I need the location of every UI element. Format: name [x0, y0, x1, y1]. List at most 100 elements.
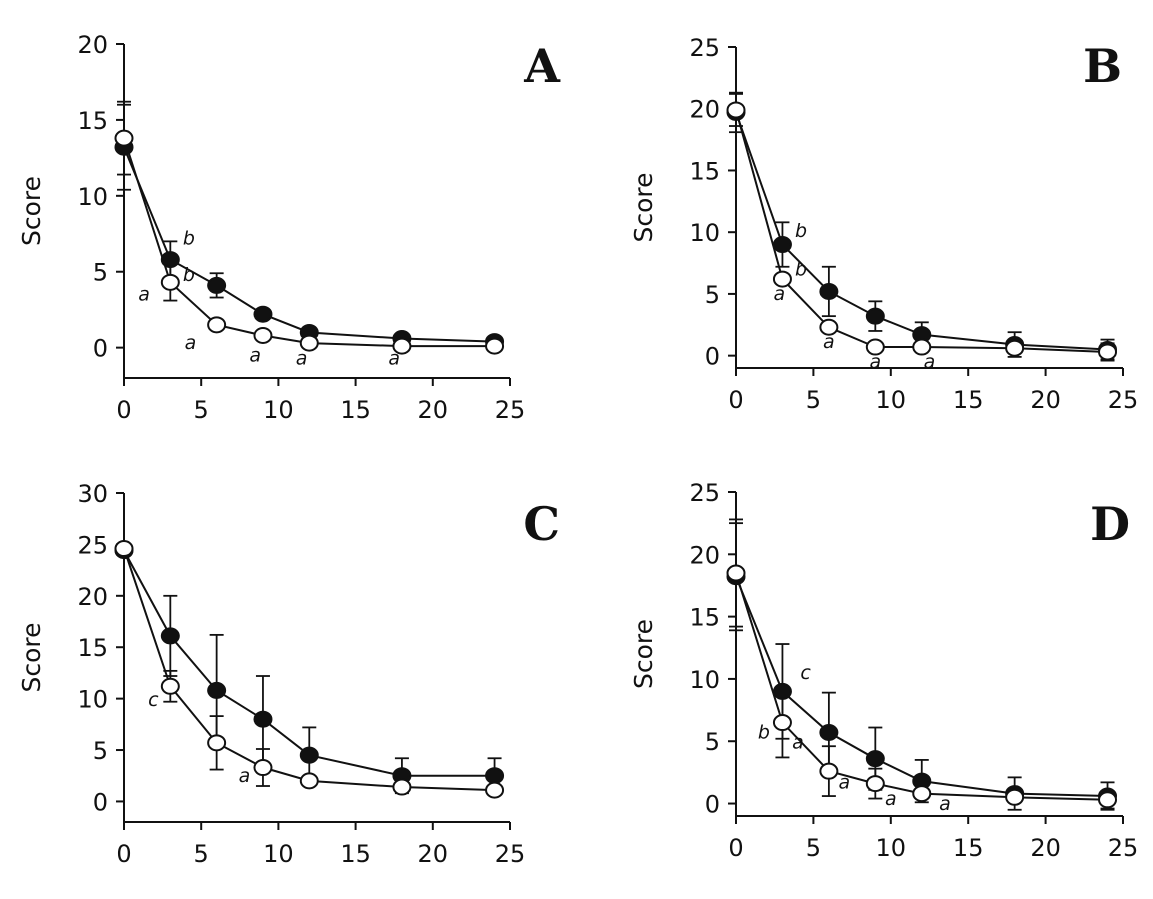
- y-tick-label: 15: [77, 107, 108, 135]
- y-tick-label: 15: [689, 604, 720, 632]
- x-tick-label: 20: [1030, 834, 1061, 862]
- data-point-filled: [865, 307, 885, 325]
- significance-label: c: [800, 662, 811, 684]
- y-tick-label: 25: [689, 34, 720, 62]
- data-point-open: [160, 273, 180, 291]
- y-tick-label: 0: [93, 788, 108, 816]
- data-point-open: [114, 540, 134, 558]
- y-tick-label: 10: [77, 183, 108, 211]
- x-tick-label: 5: [194, 840, 209, 868]
- x-tick-label: 25: [495, 840, 526, 868]
- data-point-open: [1005, 339, 1025, 357]
- x-tick-label: 10: [876, 834, 907, 862]
- data-point-open: [865, 775, 885, 793]
- data-point-open: [819, 762, 839, 780]
- data-point-filled: [819, 724, 839, 742]
- data-point-open: [1005, 788, 1025, 806]
- x-tick-label: 25: [495, 396, 526, 424]
- data-point-open: [207, 316, 227, 334]
- y-tick-label: 5: [705, 281, 720, 309]
- significance-label: c: [148, 689, 159, 711]
- data-point-filled: [819, 282, 839, 300]
- data-point-open: [392, 337, 412, 355]
- panel-letter: C: [523, 497, 560, 551]
- y-tick-label: 0: [705, 343, 720, 371]
- data-point-open: [772, 714, 792, 732]
- x-tick-label: 15: [340, 840, 371, 868]
- panel-letter: B: [1083, 39, 1122, 93]
- y-tick-label: 20: [689, 541, 720, 569]
- y-tick-label: 10: [689, 666, 720, 694]
- y-tick-label: 5: [93, 737, 108, 765]
- data-point-filled: [207, 276, 227, 294]
- significance-label: a: [239, 765, 251, 787]
- data-point-open: [865, 338, 885, 356]
- data-point-open: [485, 781, 505, 799]
- y-tick-label: 30: [77, 480, 108, 508]
- y-tick-label: 10: [689, 219, 720, 247]
- panel-letter: A: [523, 39, 561, 93]
- x-tick-label: 5: [806, 386, 821, 414]
- significance-label: a: [249, 344, 261, 366]
- panel-letter: D: [1090, 497, 1130, 551]
- significance-label: b: [758, 722, 770, 744]
- data-point-open: [114, 129, 134, 147]
- data-point-open: [299, 772, 319, 790]
- y-tick-label: 5: [705, 728, 720, 756]
- data-point-filled: [299, 746, 319, 764]
- series-line-filled: [123, 146, 495, 343]
- data-point-filled: [485, 767, 505, 785]
- x-tick-label: 0: [116, 840, 131, 868]
- data-point-open: [726, 101, 746, 119]
- x-tick-label: 25: [1108, 834, 1139, 862]
- panel-a: 0 5 10 15 20 0 5 10 15 20 25 Score Abb a a a a a: [17, 31, 561, 424]
- significance-label: a: [939, 793, 951, 815]
- significance-label: b: [183, 264, 195, 286]
- x-tick-label: 20: [1030, 386, 1061, 414]
- series-line-open: [123, 137, 495, 348]
- data-point-filled: [865, 750, 885, 768]
- significance-label: b: [183, 227, 195, 249]
- data-point-open: [1098, 791, 1118, 809]
- x-tick-label: 10: [263, 396, 294, 424]
- y-tick-label: 25: [689, 479, 720, 507]
- y-tick-label: 0: [705, 791, 720, 819]
- y-axis-title: Score: [629, 172, 658, 242]
- series-line-open: [735, 109, 1108, 353]
- x-tick-label: 0: [728, 386, 743, 414]
- y-tick-label: 20: [689, 96, 720, 124]
- x-tick-label: 0: [116, 396, 131, 424]
- significance-label: a: [924, 351, 936, 373]
- data-point-open: [912, 338, 932, 356]
- data-point-open: [253, 759, 273, 777]
- y-tick-label: 25: [77, 531, 108, 559]
- significance-label: a: [185, 332, 197, 354]
- x-tick-label: 5: [194, 396, 209, 424]
- y-tick-label: 10: [77, 686, 108, 714]
- x-tick-label: 10: [876, 386, 907, 414]
- data-point-filled: [772, 682, 792, 700]
- y-tick-label: 0: [93, 335, 108, 363]
- x-tick-label: 20: [418, 396, 449, 424]
- y-tick-label: 5: [93, 259, 108, 287]
- significance-label: b: [795, 220, 807, 242]
- significance-label: a: [774, 283, 786, 305]
- significance-label: a: [138, 284, 150, 306]
- significance-label: a: [296, 347, 308, 369]
- data-point-filled: [772, 236, 792, 254]
- significance-label: a: [388, 347, 400, 369]
- y-axis-title: Score: [17, 622, 46, 692]
- data-point-open: [772, 270, 792, 288]
- data-point-open: [1098, 343, 1118, 361]
- data-point-open: [253, 326, 273, 344]
- significance-label: b: [795, 258, 807, 280]
- y-tick-label: 20: [77, 583, 108, 611]
- data-point-filled: [207, 681, 227, 699]
- x-tick-label: 15: [953, 834, 984, 862]
- y-tick-label: 20: [77, 31, 108, 59]
- data-point-filled: [253, 305, 273, 323]
- y-tick-label: 15: [689, 157, 720, 185]
